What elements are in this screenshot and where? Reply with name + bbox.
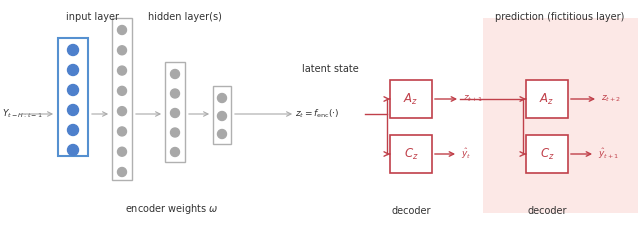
Bar [165, 62, 185, 162]
Circle shape [118, 25, 127, 35]
Bar [390, 135, 432, 173]
Circle shape [67, 44, 79, 55]
Circle shape [67, 65, 79, 76]
Bar [213, 86, 231, 144]
Bar [526, 135, 568, 173]
Circle shape [218, 130, 227, 139]
Circle shape [118, 147, 127, 156]
Text: hidden layer(s): hidden layer(s) [148, 12, 222, 22]
Text: $A_z$: $A_z$ [540, 91, 555, 106]
Bar [112, 18, 132, 180]
Circle shape [118, 46, 127, 55]
Text: latent state: latent state [302, 64, 359, 74]
Circle shape [170, 89, 179, 98]
Text: $z_{t+2}$: $z_{t+2}$ [601, 94, 621, 104]
Circle shape [67, 104, 79, 115]
Circle shape [118, 66, 127, 75]
Circle shape [118, 86, 127, 95]
Text: $Y_{t-H:t-1}$: $Y_{t-H:t-1}$ [2, 108, 43, 120]
Circle shape [218, 93, 227, 103]
Circle shape [170, 128, 179, 137]
Text: $\hat{y}_{t+1}$: $\hat{y}_{t+1}$ [598, 147, 620, 161]
Circle shape [170, 69, 179, 79]
Text: $C_z$: $C_z$ [540, 147, 554, 161]
Circle shape [118, 167, 127, 177]
Text: decoder: decoder [527, 206, 567, 216]
Circle shape [67, 85, 79, 95]
Text: $C_z$: $C_z$ [404, 147, 419, 161]
Text: $A_z$: $A_z$ [403, 91, 419, 106]
Text: decoder: decoder [391, 206, 431, 216]
Text: input layer: input layer [67, 12, 120, 22]
Text: encoder weights $\omega$: encoder weights $\omega$ [125, 202, 219, 216]
Bar [390, 80, 432, 118]
Bar [483, 18, 638, 213]
Circle shape [218, 112, 227, 120]
Text: prediction (fictitious layer): prediction (fictitious layer) [495, 12, 625, 22]
Circle shape [118, 127, 127, 136]
Bar [58, 38, 88, 156]
Circle shape [67, 144, 79, 155]
Circle shape [118, 107, 127, 116]
Text: $z_t = f_{\mathrm{enc}}(\cdot)$: $z_t = f_{\mathrm{enc}}(\cdot)$ [295, 108, 339, 120]
Circle shape [170, 109, 179, 117]
Bar [526, 80, 568, 118]
Circle shape [67, 125, 79, 136]
Text: $z_{t+1}$: $z_{t+1}$ [463, 94, 483, 104]
Circle shape [170, 147, 179, 156]
Text: $\hat{y}_t$: $\hat{y}_t$ [461, 147, 471, 161]
